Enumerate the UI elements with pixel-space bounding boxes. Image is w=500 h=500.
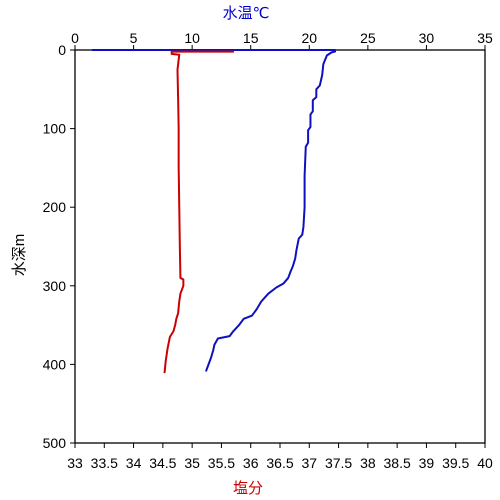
top-tick-label: 5	[130, 30, 138, 46]
bottom-tick-label: 39.5	[442, 455, 469, 471]
y-tick-label: 100	[43, 121, 67, 137]
left-axis-ticks: 0 100 200 300 400 500	[43, 42, 75, 451]
y-tick-label: 300	[43, 278, 67, 294]
bottom-tick-label: 37.5	[325, 455, 352, 471]
top-tick-label: 25	[360, 30, 376, 46]
top-axis-title: 水温℃	[223, 5, 270, 22]
bottom-tick-label: 33.5	[91, 455, 118, 471]
y-tick-label: 200	[43, 199, 67, 215]
top-axis-ticks: 0 5 10 15 20 25 30 35	[71, 30, 493, 50]
bottom-tick-label: 35	[184, 455, 200, 471]
bottom-tick-label: 36.5	[266, 455, 293, 471]
top-tick-label: 20	[301, 30, 317, 46]
y-tick-label: 400	[43, 356, 67, 372]
bottom-tick-label: 38.5	[384, 455, 411, 471]
bottom-tick-label: 37	[301, 455, 317, 471]
bottom-tick-label: 39	[419, 455, 435, 471]
y-axis-title: 水深m	[11, 234, 28, 277]
bottom-axis-title: 塩分	[233, 480, 263, 497]
top-tick-label: 10	[184, 30, 200, 46]
bottom-tick-label: 40	[477, 455, 493, 471]
bottom-tick-label: 33	[67, 455, 83, 471]
bottom-tick-label: 36	[243, 455, 259, 471]
bottom-axis-ticks: 33 33.5 34 34.5 35 35.5 36 36.5 37 37.5 38 38.5 39 39…	[67, 443, 493, 471]
bottom-tick-label: 35.5	[208, 455, 235, 471]
top-tick-label: 0	[71, 30, 79, 46]
plot-frame	[74, 49, 486, 444]
temperature-profile-line	[91, 49, 337, 372]
top-tick-label: 30	[419, 30, 435, 46]
top-tick-label: 35	[477, 30, 493, 46]
salinity-profile-line	[163, 50, 235, 374]
series-layer	[91, 49, 337, 374]
bottom-tick-label: 34	[126, 455, 142, 471]
top-tick-label: 15	[243, 30, 259, 46]
y-tick-label: 0	[58, 42, 66, 58]
bottom-tick-label: 34.5	[149, 455, 176, 471]
y-tick-label: 500	[43, 435, 67, 451]
bottom-tick-label: 38	[360, 455, 376, 471]
